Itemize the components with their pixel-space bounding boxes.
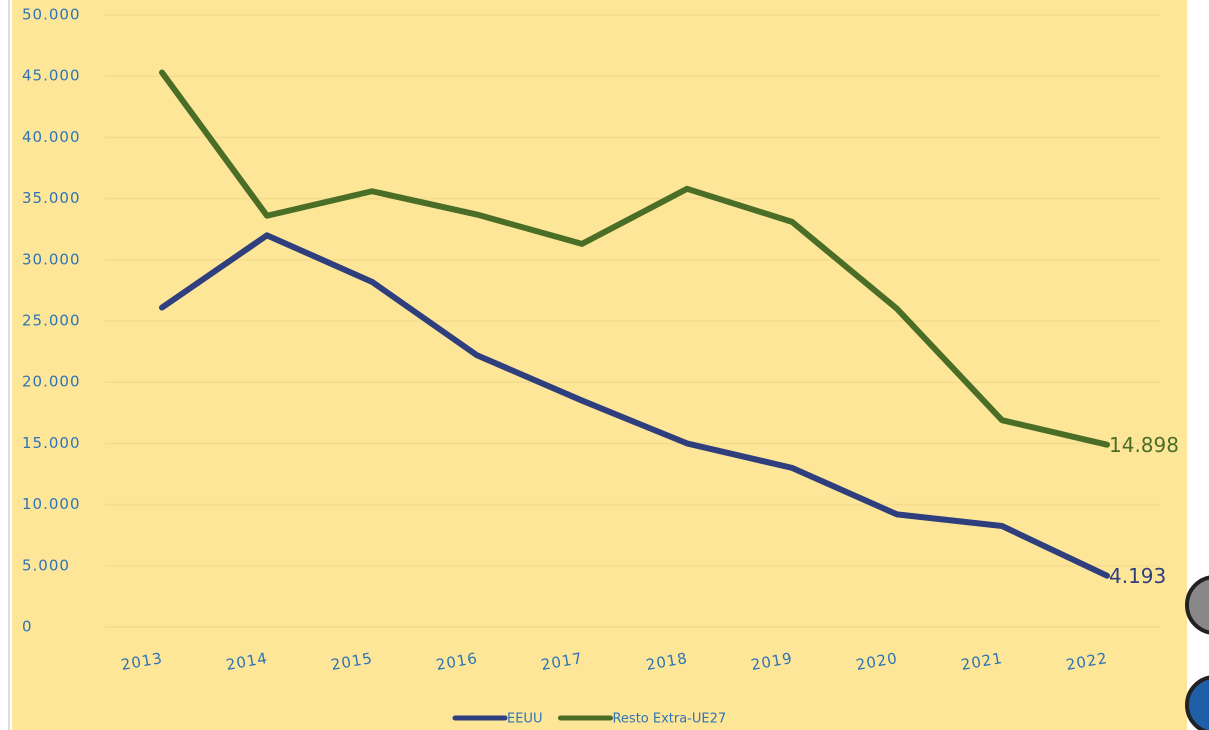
y-tick-label: 45.000 [22,67,81,85]
y-tick-label: 40.000 [22,128,81,146]
y-tick-label: 10.000 [22,495,81,513]
legend-label: EEUU [507,712,542,727]
y-tick-label: 0 [22,618,33,636]
y-tick-label: 15.000 [22,434,81,452]
series-line [159,232,1110,579]
y-tick-label: 25.000 [22,312,81,330]
chart-background [12,0,1187,730]
y-tick-label: 50.000 [22,6,81,24]
y-tick-label: 30.000 [22,250,81,268]
data-label: 4.193 [1109,564,1166,588]
y-tick-label: 5.000 [22,556,70,574]
y-tick-label: 20.000 [22,373,81,391]
data-label: 14.898 [1109,433,1179,457]
icon [1185,675,1209,730]
y-tick-label: 35.000 [22,189,81,207]
series-line [159,69,1110,448]
icon [1185,575,1209,635]
legend-label: Resto Extra-UE27 [612,712,726,727]
